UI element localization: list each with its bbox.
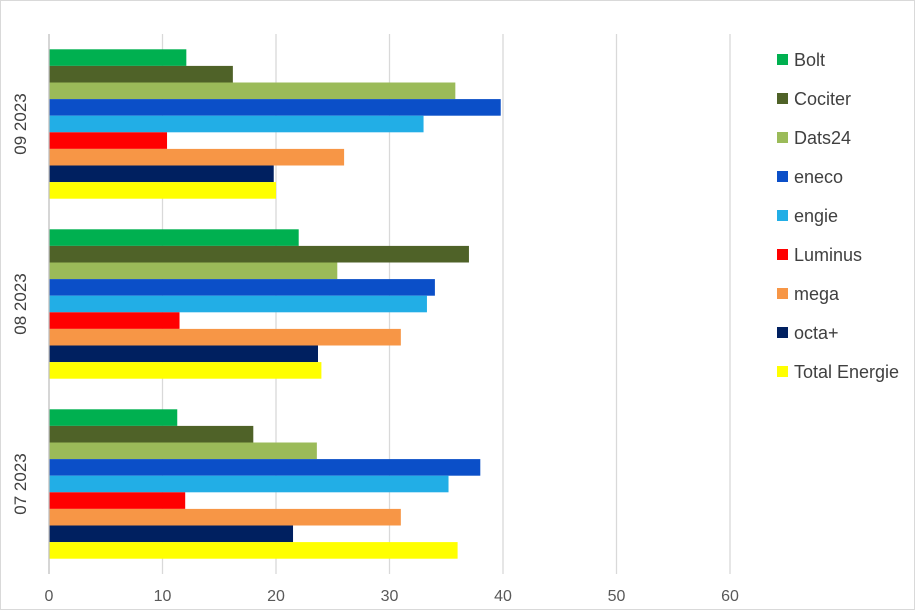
legend-label-octa: octa+ <box>794 323 839 343</box>
x-tick-label: 60 <box>721 588 739 605</box>
category-label: 09 2023 <box>11 93 30 154</box>
legend-label-eneco: eneco <box>794 167 843 187</box>
bar-engie-08-2023 <box>49 295 427 313</box>
legend-label-bolt: Bolt <box>794 50 825 70</box>
legend-swatch-engie <box>777 210 788 221</box>
bar-octa-09-2023 <box>49 165 274 183</box>
bars <box>49 49 501 559</box>
bar-eneco-09-2023 <box>49 99 501 116</box>
bar-mega-08-2023 <box>49 328 401 346</box>
bar-bolt-08-2023 <box>49 229 299 246</box>
bar-cociter-09-2023 <box>49 65 233 83</box>
legend-swatch-octa <box>777 327 788 338</box>
x-tick-labels: 0 10 20 30 40 50 60 <box>45 588 739 605</box>
legend-label-cociter: Cociter <box>794 89 851 109</box>
bar-luminus-08-2023 <box>49 312 180 329</box>
legend-swatch-bolt <box>777 54 788 65</box>
bar-cociter-07-2023 <box>49 425 254 443</box>
bar-mega-09-2023 <box>49 148 345 166</box>
bar-dats24-08-2023 <box>49 262 338 280</box>
legend-swatch-cociter <box>777 93 788 104</box>
legend-swatch-mega <box>777 288 788 299</box>
category-labels: 07 2023 08 2023 09 2023 <box>11 93 30 514</box>
legend-label-luminus: Luminus <box>794 245 862 265</box>
legend-swatch-luminus <box>777 249 788 260</box>
bar-dats24-07-2023 <box>49 442 317 460</box>
legend: Bolt Cociter Dats24 eneco engie Luminus mega oc… <box>777 50 899 382</box>
bar-mega-07-2023 <box>49 508 401 526</box>
bar-total-energie-09-2023 <box>49 182 276 199</box>
x-tick-label: 0 <box>45 588 54 605</box>
legend-label-dats24: Dats24 <box>794 128 851 148</box>
bar-engie-09-2023 <box>49 115 424 133</box>
bar-eneco-07-2023 <box>49 459 481 476</box>
bar-octa-08-2023 <box>49 345 318 363</box>
legend-label-engie: engie <box>794 206 838 226</box>
bar-total-energie-08-2023 <box>49 362 322 379</box>
x-tick-label: 10 <box>154 588 172 605</box>
bar-engie-07-2023 <box>49 475 449 493</box>
x-tick-label: 30 <box>381 588 399 605</box>
bar-octa-07-2023 <box>49 525 294 543</box>
x-tick-label: 20 <box>267 588 285 605</box>
bar-luminus-07-2023 <box>49 492 186 509</box>
legend-swatch-total-energie <box>777 366 788 377</box>
bar-dats24-09-2023 <box>49 82 456 100</box>
category-label: 07 2023 <box>11 453 30 514</box>
bar-total-energie-07-2023 <box>49 542 458 559</box>
bar-cociter-08-2023 <box>49 245 469 263</box>
legend-label-mega: mega <box>794 284 840 304</box>
x-tick-label: 50 <box>608 588 626 605</box>
bar-eneco-08-2023 <box>49 279 435 296</box>
bar-luminus-09-2023 <box>49 132 168 149</box>
legend-swatch-eneco <box>777 171 788 182</box>
legend-swatch-dats24 <box>777 132 788 143</box>
x-tick-label: 40 <box>494 588 512 605</box>
bar-bolt-09-2023 <box>49 49 187 66</box>
category-label: 08 2023 <box>11 273 30 334</box>
legend-label-total-energie: Total Energie <box>794 362 899 382</box>
bar-bolt-07-2023 <box>49 409 178 426</box>
